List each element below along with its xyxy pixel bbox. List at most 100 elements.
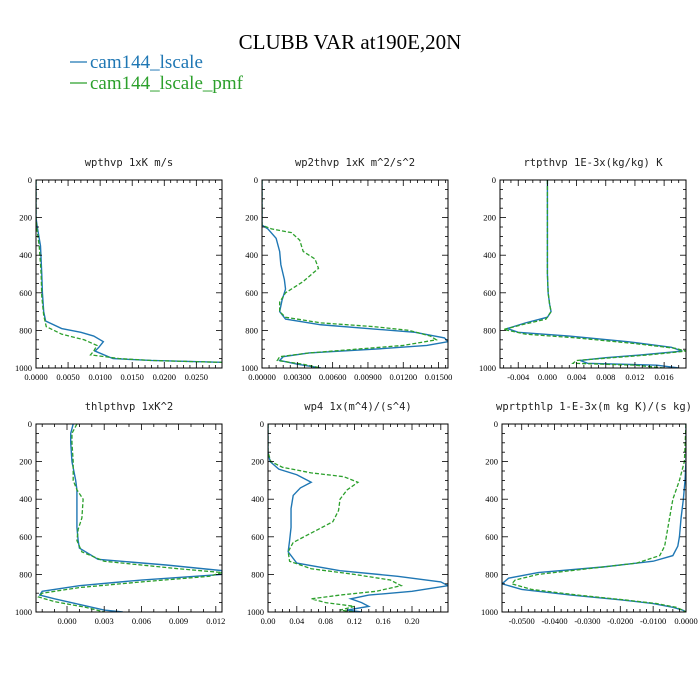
panel-title: wp2thvp 1xK m^2/s^2: [295, 157, 415, 169]
series-line-cam144_lscale_pmf: [510, 424, 686, 612]
x-tick-label: 0.012: [206, 616, 225, 626]
series-line-cam144_lscale: [262, 180, 448, 368]
panel-title: thlpthvp 1xK^2: [85, 401, 174, 413]
legend-label-lscale-pmf: cam144_lscale_pmf: [90, 73, 244, 94]
series-line-cam144_lscale_pmf: [268, 424, 404, 612]
y-tick-label: 0: [494, 419, 498, 429]
x-tick-label: 0.01500: [425, 372, 453, 382]
x-tick-label: -0.0200: [607, 616, 633, 626]
plot-frame: [501, 423, 687, 613]
y-tick-label: 800: [19, 569, 32, 579]
figure-title: CLUBB VAR at190E,20N: [239, 30, 462, 54]
y-tick-label: 600: [485, 532, 498, 542]
panel-title: rtpthvp 1E-3x(kg/kg) K: [523, 157, 663, 169]
y-tick-label: 600: [245, 288, 258, 298]
y-tick-label: 800: [485, 569, 498, 579]
x-tick-label: 0.20: [405, 616, 420, 626]
y-tick-label: 400: [19, 494, 32, 504]
x-tick-label: 0.00: [261, 616, 276, 626]
x-tick-label: 0.003: [95, 616, 114, 626]
x-tick-label: 0.0250: [185, 372, 208, 382]
x-tick-label: 0.000: [538, 372, 557, 382]
x-tick-label: 0.04: [289, 616, 305, 626]
x-tick-label: -0.0300: [574, 616, 600, 626]
series-line-cam144_lscale_pmf: [37, 424, 222, 612]
y-tick-label: 200: [483, 213, 496, 223]
y-tick-label: 800: [245, 325, 258, 335]
y-tick-label: 200: [251, 457, 264, 467]
y-tick-label: 400: [483, 250, 496, 260]
x-tick-label: 0.006: [132, 616, 151, 626]
x-tick-label: 0.16: [376, 616, 391, 626]
x-tick-label: 0.00900: [354, 372, 382, 382]
x-tick-label: 0.00300: [284, 372, 312, 382]
x-tick-label: 0.00000: [248, 372, 276, 382]
y-tick-label: 200: [19, 457, 32, 467]
y-tick-label: 0: [254, 175, 258, 185]
y-tick-label: 800: [483, 325, 496, 335]
plot-frame: [261, 179, 449, 369]
x-tick-label: 0.009: [169, 616, 188, 626]
y-tick-label: 1000: [15, 607, 32, 617]
y-tick-label: 200: [19, 213, 32, 223]
y-tick-label: 600: [251, 532, 264, 542]
series-line-cam144_lscale: [36, 180, 222, 364]
series-line-cam144_lscale_pmf: [503, 180, 686, 368]
y-tick-label: 600: [19, 288, 32, 298]
panel-4: thlpthvp 1xK^2 0 200 400 600 800 1000 0.000 0.00…: [15, 401, 225, 626]
y-tick-label: 1000: [15, 363, 32, 373]
y-tick-label: 400: [19, 250, 32, 260]
series-line-cam144_lscale_pmf: [262, 180, 438, 368]
series-line-cam144_lscale: [38, 424, 222, 612]
x-tick-label: 0.000: [57, 616, 76, 626]
panel-title: wpthvp 1xK m/s: [85, 157, 174, 169]
x-tick-label: 0.008: [596, 372, 615, 382]
x-tick-label: 0.0150: [121, 372, 144, 382]
y-tick-label: 0: [28, 175, 32, 185]
x-tick-label: 0.12: [347, 616, 362, 626]
y-tick-label: 800: [251, 569, 264, 579]
panel-3: rtpthvp 1E-3x(kg/kg) K 0 200 400 600 800 1000 -…: [479, 157, 687, 382]
series-line-cam144_lscale_pmf: [36, 180, 222, 364]
plot-frame: [35, 423, 223, 613]
plot-frame: [499, 179, 687, 369]
x-tick-label: 0.0000: [674, 616, 697, 626]
y-tick-label: 400: [485, 494, 498, 504]
panel-2: wp2thvp 1xK m^2/s^2020040060080010000.00…: [241, 157, 452, 382]
plot-frame: [267, 423, 449, 613]
y-tick-label: 800: [19, 325, 32, 335]
x-tick-label: 0.004: [567, 372, 587, 382]
y-tick-label: 200: [245, 213, 258, 223]
plot-frame: [35, 179, 223, 369]
x-tick-label: 0.00600: [319, 372, 347, 382]
y-tick-label: 0: [28, 419, 32, 429]
x-tick-label: 0.08: [318, 616, 333, 626]
legend: cam144_lscale cam144_lscale_pmf: [70, 52, 244, 94]
panel-6: wprtpthlp 1-E-3x(m kg K)/(s kg) 0 200 400 60…: [481, 401, 698, 626]
series-line-cam144_lscale: [502, 424, 686, 612]
series-line-cam144_lscale: [268, 424, 448, 612]
x-tick-label: 0.0200: [153, 372, 176, 382]
x-tick-label: -0.004: [507, 372, 530, 382]
y-tick-label: 0: [260, 419, 264, 429]
y-tick-label: 200: [485, 457, 498, 467]
panel-title: wp4 1x(m^4)/(s^4): [304, 401, 411, 413]
x-tick-label: -0.0500: [509, 616, 535, 626]
y-tick-label: 400: [245, 250, 258, 260]
x-tick-label: 0.0050: [56, 372, 79, 382]
legend-label-lscale: cam144_lscale: [90, 52, 203, 73]
y-tick-label: 1000: [241, 363, 258, 373]
y-tick-label: 1000: [481, 607, 498, 617]
x-tick-label: 0.01200: [389, 372, 417, 382]
x-tick-label: -0.0400: [541, 616, 567, 626]
x-tick-label: 0.016: [655, 372, 674, 382]
panel-title: wprtpthlp 1-E-3x(m kg K)/(s kg): [496, 401, 692, 413]
x-tick-label: 0.0100: [88, 372, 111, 382]
y-tick-label: 400: [251, 494, 264, 504]
y-tick-label: 0: [492, 175, 496, 185]
y-tick-label: 1000: [247, 607, 264, 617]
